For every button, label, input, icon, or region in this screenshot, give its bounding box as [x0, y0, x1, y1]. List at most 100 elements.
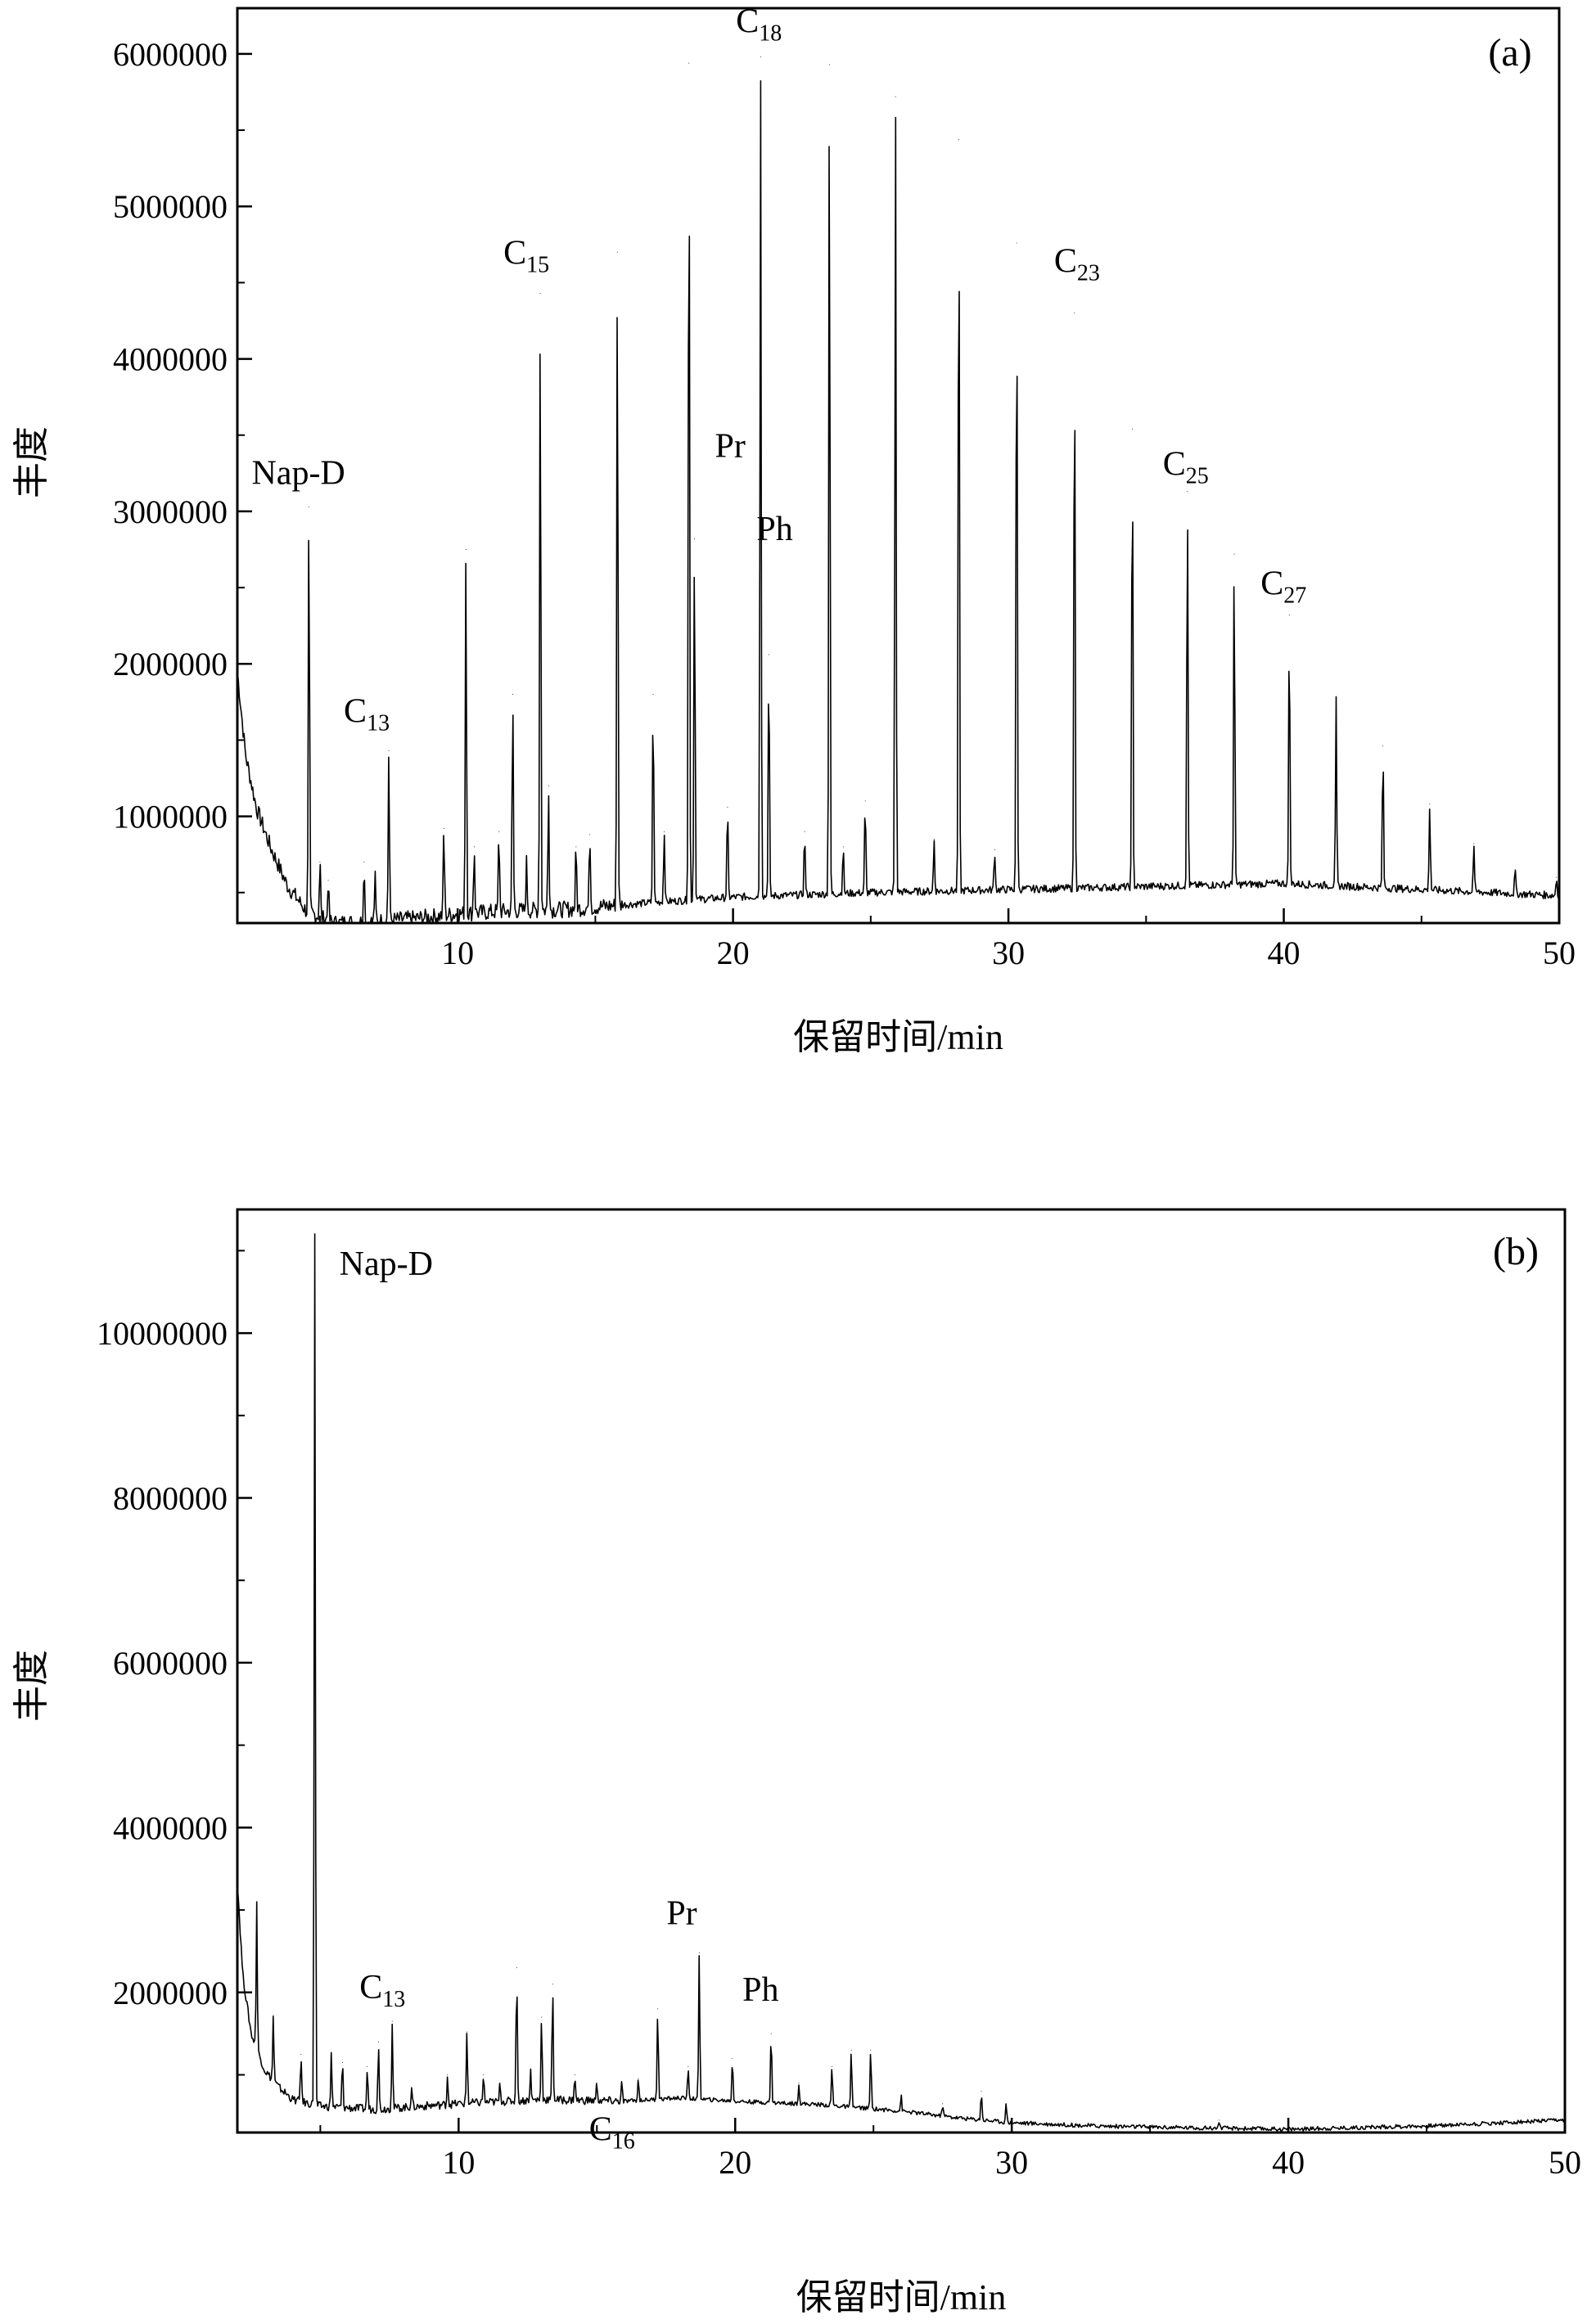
x-axis-title: 保留时间/min [793, 1017, 1003, 1057]
peak-annotation-subscript: 27 [1283, 583, 1306, 609]
chromatogram-trace [237, 1233, 1566, 2132]
x-axis-title: 保留时间/min [796, 2277, 1007, 2317]
y-axis-title: 丰度 [11, 1650, 52, 1722]
peak-annotation: Ph [756, 511, 792, 548]
peak-annotation: C25 [1163, 446, 1209, 489]
peak-annotation-subscript: 13 [367, 710, 390, 736]
peak-apex [327, 880, 329, 881]
peak-apex [657, 2008, 659, 2010]
peak-apex [864, 800, 866, 802]
peak-apex [1219, 2119, 1220, 2121]
peak-apex [388, 750, 390, 751]
peak-apex [694, 538, 696, 539]
y-tick-label: 2000000 [113, 646, 228, 682]
peak-annotation: Nap-D [251, 454, 345, 492]
peak-apex [530, 2070, 531, 2071]
x-tick-label: 10 [441, 935, 474, 971]
x-tick-label: 50 [1543, 935, 1576, 971]
peak-apex [589, 834, 591, 835]
peak-apex [652, 694, 654, 695]
y-tick-label: 5000000 [113, 188, 228, 225]
peak-annotation-subscript: 16 [612, 2129, 635, 2155]
peak-apex [1556, 876, 1558, 878]
peak-apex [374, 876, 376, 878]
peak-apex [828, 64, 830, 65]
peak-apex [1131, 428, 1133, 430]
x-tick-label: 10 [442, 2144, 475, 2181]
y-tick-label: 10000000 [97, 1315, 228, 1352]
peak-apex [377, 2041, 379, 2043]
peak-annotation: Ph [742, 1971, 778, 2009]
peak-apex [616, 251, 618, 253]
peak-apex [688, 62, 690, 64]
peak-annotation: C13 [344, 692, 390, 736]
peak-apex [1005, 2103, 1007, 2105]
peak-apex [698, 1952, 700, 1953]
panel-label: (a) [1488, 31, 1531, 74]
x-tick-label: 50 [1549, 2144, 1581, 2181]
peak-apex [727, 806, 728, 808]
peak-apex [498, 831, 500, 832]
y-tick-label: 2000000 [113, 1975, 228, 2011]
y-tick-label: 6000000 [113, 36, 228, 73]
peak-annotation: C15 [503, 234, 549, 277]
y-axis-title: 丰度 [11, 426, 52, 498]
peak-apex [391, 2020, 393, 2022]
x-tick-label: 30 [995, 2144, 1028, 2181]
y-tick-label: 1000000 [113, 799, 228, 835]
peak-apex [1187, 491, 1188, 493]
peak-apex [300, 2053, 302, 2055]
peak-annotation-subscript: 15 [526, 252, 549, 277]
peak-apex [1233, 553, 1235, 555]
peak-apex [447, 2074, 449, 2075]
peak-annotation: C23 [1054, 243, 1100, 286]
peak-apex [732, 2057, 733, 2059]
x-tick-label: 40 [1268, 935, 1301, 971]
panel-label: (b) [1493, 1230, 1539, 1273]
peak-annotation: C27 [1260, 565, 1306, 609]
peak-apex [760, 56, 761, 58]
peak-apex [411, 2087, 413, 2088]
peak-apex [942, 2103, 944, 2105]
peak-apex [1382, 745, 1384, 747]
peak-apex [933, 839, 935, 840]
peak-annotation-subscript: 25 [1186, 464, 1209, 489]
peak-annotation-subscript: 18 [759, 21, 782, 47]
peak-apex [465, 548, 467, 550]
peak-apex [994, 849, 995, 851]
x-tick-label: 40 [1272, 2144, 1305, 2181]
y-tick-label: 3000000 [113, 493, 228, 530]
peak-annotation: Pr [666, 1894, 697, 1932]
peak-apex [1514, 869, 1516, 871]
peak-apex [541, 2016, 543, 2018]
y-tick-label: 6000000 [113, 1645, 228, 1682]
peak-apex [314, 1233, 316, 1235]
y-tick-label: 8000000 [113, 1480, 228, 1517]
peak-apex [900, 2095, 902, 2097]
x-tick-label: 20 [717, 935, 750, 971]
peak-annotation: C13 [359, 1969, 405, 2012]
peak-apex [539, 292, 541, 294]
peak-apex [958, 138, 960, 140]
peak-apex [575, 846, 577, 848]
peak-apex [842, 846, 844, 848]
peak-apex [341, 2061, 343, 2063]
peak-apex [516, 1967, 517, 1969]
y-tick-label: 4000000 [113, 341, 228, 378]
panel-a: 10 20 30 40 50 1000000 2000000 3000000 4000000 50… [11, 3, 1576, 1057]
x-tick-label: 30 [992, 935, 1025, 971]
chromatogram-trace [237, 80, 1560, 924]
peak-annotation: Nap-D [340, 1245, 433, 1283]
plot-frame [236, 7, 1561, 925]
peak-apex [473, 846, 475, 848]
x-tick-label: 20 [719, 2144, 751, 2181]
panel-b: 10 20 30 40 50 2000000 4000000 6000000 8000000 10… [11, 1208, 1581, 2317]
peak-apex [256, 1901, 258, 1903]
peak-annotation: Pr [715, 427, 746, 465]
peak-annotation: C18 [736, 3, 782, 47]
plot-frame [236, 1208, 1567, 2134]
peak-annotation-subscript: 23 [1077, 261, 1100, 286]
y-tick-label: 4000000 [113, 1809, 228, 1846]
peak-apex [664, 831, 665, 832]
